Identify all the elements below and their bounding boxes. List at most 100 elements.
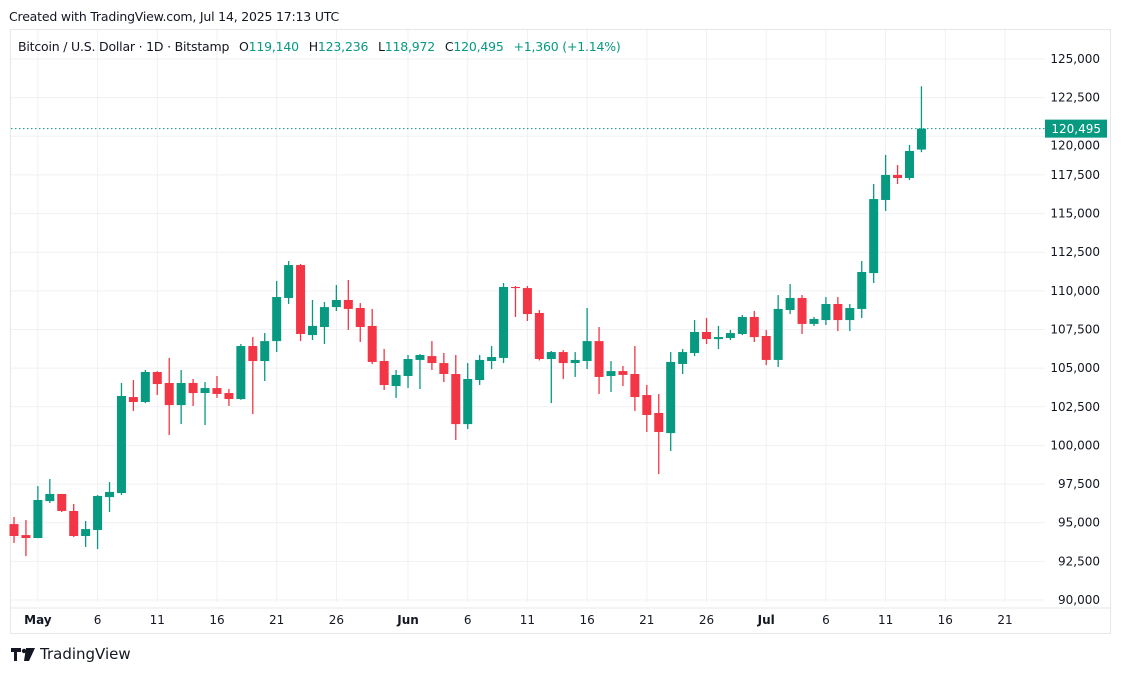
candle[interactable] [367,308,377,364]
candle[interactable] [594,327,604,394]
candle[interactable] [188,378,198,407]
symbol-title: Bitcoin / U.S. Dollar · 1D · Bitstamp [18,39,230,54]
candle[interactable] [415,354,425,390]
candle[interactable] [809,316,819,326]
candle-body [857,271,867,309]
candle[interactable] [881,154,891,211]
candle[interactable] [702,318,712,345]
candle[interactable] [319,301,329,345]
candle[interactable] [487,346,497,370]
candle[interactable] [570,352,580,377]
candle[interactable] [618,365,628,387]
candle[interactable] [33,486,43,539]
close-value: 120,495 [453,39,504,54]
candle[interactable] [773,295,783,368]
candle-body [188,382,198,394]
candle[interactable] [546,350,556,404]
candle[interactable] [284,261,294,304]
candle[interactable] [200,382,210,426]
candle[interactable] [81,521,91,547]
candle-body [451,374,461,425]
candle[interactable] [272,280,282,353]
x-tick-label: 6 [464,613,472,627]
high-value: 123,236 [317,39,369,54]
candle[interactable] [176,369,186,425]
candle[interactable] [439,352,449,383]
candle[interactable] [164,357,174,436]
candle[interactable] [308,299,317,341]
candle[interactable] [869,184,879,283]
candle[interactable] [666,352,676,451]
candle[interactable] [260,333,270,381]
candle-body [164,382,174,406]
candle[interactable] [845,303,855,332]
candle[interactable] [57,493,67,513]
candle[interactable] [833,297,843,332]
candle[interactable] [749,310,759,343]
candle[interactable] [93,495,103,549]
candle[interactable] [690,320,700,357]
candle[interactable] [510,286,520,317]
candle[interactable] [152,371,162,396]
close-label: C [444,39,454,54]
candle[interactable] [916,86,926,153]
candle[interactable] [69,504,79,538]
candle[interactable] [427,341,437,370]
y-tick-label: 125,000 [1050,52,1100,66]
candle-body [522,288,532,315]
candle-body [116,395,126,494]
x-tick-label: 16 [938,613,953,627]
candle[interactable] [678,348,688,375]
candle[interactable] [905,144,914,181]
candle[interactable] [797,295,807,334]
symbol-legend: Bitcoin / U.S. Dollar · 1D · Bitstamp O1… [18,39,621,54]
candle-body [773,308,783,360]
candle[interactable] [379,348,389,391]
candle[interactable] [248,337,258,415]
candle[interactable] [212,376,222,398]
candle[interactable] [9,516,19,543]
candle[interactable] [761,329,771,366]
candle[interactable] [534,310,544,361]
candle[interactable] [725,329,735,341]
candle-body [869,199,879,274]
candle[interactable] [558,350,568,379]
candle[interactable] [606,361,616,392]
candle[interactable] [343,280,353,330]
candle[interactable] [499,282,509,364]
candle[interactable] [463,363,473,430]
candle[interactable] [403,355,413,389]
candle[interactable] [785,284,795,315]
footer-brand[interactable]: TradingView [11,645,131,663]
candle[interactable] [140,369,150,404]
candle-body [69,510,79,537]
candle[interactable] [21,520,31,557]
last-price-label: 120,495 [1051,122,1101,136]
candle[interactable] [331,284,341,311]
candle[interactable] [893,165,903,185]
candle[interactable] [224,389,234,407]
candle[interactable] [522,286,532,321]
candle[interactable] [128,380,138,411]
candle[interactable] [654,393,664,475]
candle[interactable] [451,355,461,441]
candle[interactable] [642,384,652,432]
candle[interactable] [116,382,126,496]
candle-body [427,356,437,364]
candle[interactable] [475,355,485,385]
candle[interactable] [355,303,365,343]
candle-body [236,346,246,400]
candle[interactable] [391,369,401,398]
candle[interactable] [713,325,723,349]
candle[interactable] [105,482,115,513]
candle[interactable] [737,314,747,336]
candle-body [761,335,771,360]
candle[interactable] [45,478,55,504]
candle[interactable] [296,263,306,342]
candle[interactable] [857,261,867,319]
candle[interactable] [821,297,831,326]
candle[interactable] [236,344,246,400]
candle[interactable] [582,308,592,370]
candle[interactable] [630,346,640,411]
